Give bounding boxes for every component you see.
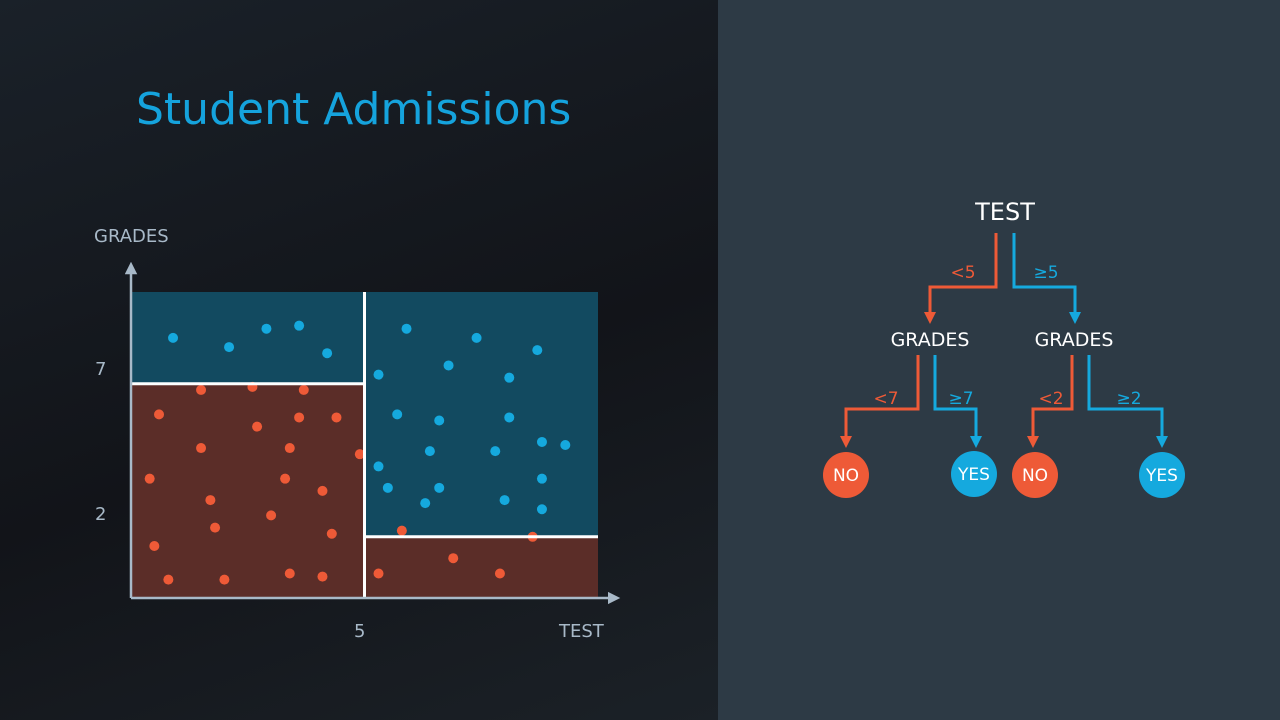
blue-point-20: [382, 482, 393, 493]
edge-label-less-5: <5: [950, 263, 975, 283]
red-point-18: [149, 540, 160, 551]
edge-grades-less-7: [840, 355, 920, 448]
blue-point-17: [424, 446, 435, 457]
region-no-1: [131, 383, 365, 598]
blue-point-12: [392, 409, 403, 420]
y-tick-2: 2: [95, 504, 106, 525]
leaf-no-2-label: NO: [1022, 466, 1048, 486]
blue-point-25: [536, 504, 547, 515]
right-panel: [718, 0, 1280, 720]
edge-test-less-5: [924, 233, 998, 324]
red-point-26: [373, 568, 384, 579]
region-yes-4: [364, 292, 598, 537]
red-point-5: [294, 412, 305, 423]
leaf-no-1: [823, 452, 869, 498]
blue-point-2: [224, 342, 235, 353]
x-axis-label: TEST: [558, 621, 605, 642]
y-axis-label: GRADES: [94, 226, 169, 247]
blue-point-10: [504, 372, 515, 383]
chart-dividers: [131, 292, 598, 598]
red-point-25: [448, 553, 459, 564]
blue-point-14: [504, 412, 515, 423]
edge-label-ge-2: ≥2: [1116, 389, 1141, 409]
edge-label-less-7: <7: [873, 389, 898, 409]
y-tick-7: 7: [95, 359, 106, 380]
edge-grades-ge-7: [933, 355, 982, 448]
leaf-yes-2: [1139, 452, 1185, 498]
chart-points: [144, 320, 571, 585]
red-point-15: [210, 522, 221, 533]
blue-point-8: [532, 345, 543, 356]
red-point-21: [284, 568, 295, 579]
leaf-no-2: [1012, 452, 1058, 498]
edge-label-ge-5: ≥5: [1033, 263, 1058, 283]
page-title: Student Admissions: [136, 84, 572, 135]
red-point-20: [219, 574, 230, 585]
blue-point-1: [168, 332, 179, 343]
red-point-12: [280, 473, 291, 484]
blue-point-19: [373, 461, 384, 472]
edge-label-less-2: <2: [1038, 389, 1063, 409]
edge-grades-ge-2: [1087, 355, 1168, 448]
leaf-no-1-label: NO: [833, 466, 859, 486]
blue-point-3: [261, 323, 272, 334]
blue-point-13: [434, 415, 445, 426]
blue-point-22: [536, 473, 547, 484]
red-point-23: [396, 525, 407, 536]
blue-point-24: [499, 495, 510, 506]
admissions-chart: GRADES TEST 5 7 2: [94, 226, 621, 642]
blue-point-4: [294, 320, 305, 331]
red-point-9: [284, 443, 295, 454]
edge-label-ge-7: ≥7: [948, 389, 973, 409]
red-point-11: [144, 473, 155, 484]
red-point-14: [205, 495, 216, 506]
blue-point-15: [536, 436, 547, 447]
red-point-19: [163, 574, 174, 585]
x-tick-5: 5: [354, 621, 365, 642]
blue-point-16: [560, 440, 571, 450]
red-point-7: [252, 421, 263, 432]
red-point-6: [331, 412, 342, 423]
blue-point-7: [471, 332, 482, 343]
edge-test-ge-5: [1012, 233, 1081, 324]
decision-tree: TEST <5 ≥5 GRADES GRADES <7 ≥7 <2 ≥2 NO …: [823, 198, 1185, 498]
blue-point-5: [322, 348, 333, 359]
blue-point-6: [401, 323, 412, 334]
red-point-3: [298, 384, 309, 395]
red-point-10: [354, 449, 365, 460]
red-point-27: [494, 568, 505, 579]
red-point-22: [317, 571, 328, 582]
edge-grades-less-2: [1027, 355, 1074, 448]
blue-point-11: [373, 369, 384, 380]
tree-node-grades-left: GRADES: [891, 329, 970, 351]
tree-root-test: TEST: [974, 198, 1035, 226]
red-point-17: [326, 528, 337, 539]
blue-point-18: [490, 446, 501, 457]
blue-point-9: [443, 360, 454, 371]
red-point-1: [196, 384, 207, 395]
blue-point-21: [434, 482, 445, 493]
red-point-13: [317, 485, 328, 496]
tree-node-grades-right: GRADES: [1035, 329, 1114, 351]
red-point-4: [154, 409, 165, 420]
leaf-yes-1-label: YES: [957, 465, 990, 485]
leaf-yes-1: [951, 451, 997, 497]
red-point-8: [196, 443, 207, 454]
region-yes-2: [131, 292, 365, 384]
region-no-3: [364, 536, 598, 598]
red-point-16: [266, 510, 277, 521]
leaf-yes-2-label: YES: [1145, 466, 1178, 486]
blue-point-23: [420, 498, 431, 509]
